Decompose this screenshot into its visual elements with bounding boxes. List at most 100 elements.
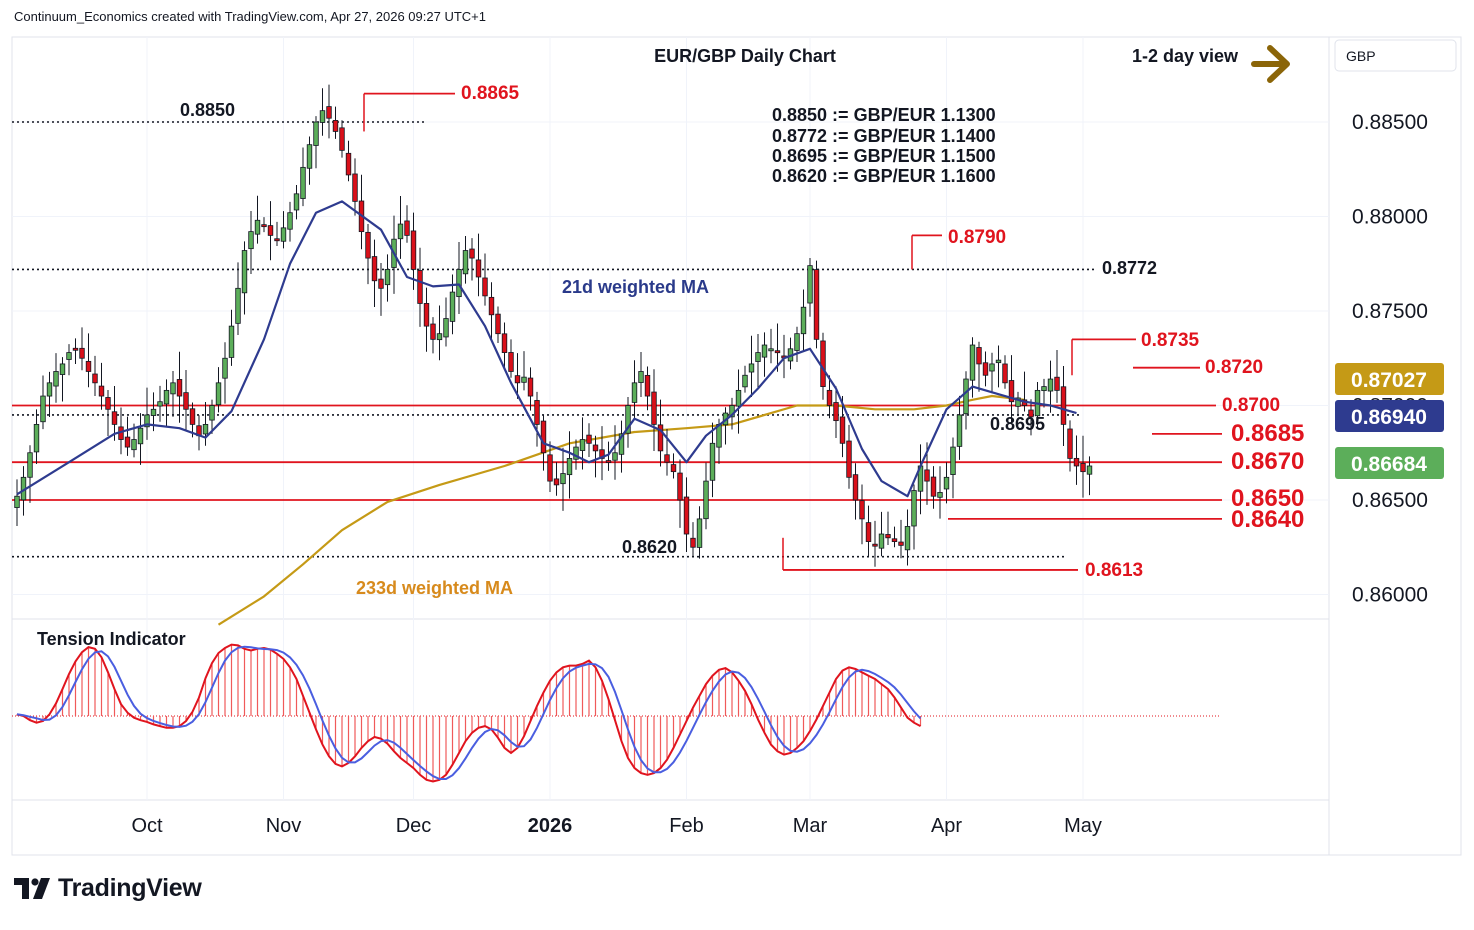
candle-up[interactable] <box>209 399 215 434</box>
candle-up[interactable] <box>703 462 709 530</box>
candle-down[interactable] <box>495 306 501 344</box>
candle-down[interactable] <box>592 435 599 478</box>
candle-down[interactable] <box>501 322 508 368</box>
candle-down[interactable] <box>72 338 79 364</box>
candle-down[interactable] <box>865 505 872 557</box>
candle-down[interactable] <box>475 233 482 297</box>
candle-down[interactable] <box>677 459 683 528</box>
candle-up[interactable] <box>943 462 950 504</box>
candle-up[interactable] <box>215 367 222 413</box>
candle-down[interactable] <box>813 260 820 349</box>
candle-up[interactable] <box>742 365 748 393</box>
candle-up[interactable] <box>449 274 456 335</box>
candle-up[interactable] <box>248 210 254 275</box>
candle-down[interactable] <box>514 353 521 399</box>
candle-down[interactable] <box>189 402 196 438</box>
candle-down[interactable] <box>846 424 852 489</box>
candle-down[interactable] <box>371 239 378 307</box>
candle-down[interactable] <box>657 399 664 467</box>
candle-down[interactable] <box>1002 355 1008 389</box>
candle-down[interactable] <box>898 519 904 559</box>
candle-up[interactable] <box>794 326 800 362</box>
candle-down[interactable] <box>1021 371 1028 412</box>
candle-down[interactable] <box>345 140 352 182</box>
candle-down[interactable] <box>1054 350 1060 403</box>
candle-down[interactable] <box>378 263 384 316</box>
candle-down[interactable] <box>1028 399 1034 436</box>
candle-up[interactable] <box>46 371 53 417</box>
candle-up[interactable] <box>807 257 813 317</box>
candle-down[interactable] <box>274 221 280 247</box>
candle-up[interactable] <box>170 371 176 417</box>
candle-up[interactable] <box>235 262 241 336</box>
candle-up[interactable] <box>618 420 625 473</box>
candle-up[interactable] <box>579 417 586 470</box>
candle-up[interactable] <box>40 375 46 430</box>
candle-up[interactable] <box>313 116 319 169</box>
candle-down[interactable] <box>404 205 410 243</box>
candle-down[interactable] <box>527 367 534 411</box>
candle-down[interactable] <box>339 120 345 158</box>
candle-down[interactable] <box>124 416 131 456</box>
candle-up[interactable] <box>748 335 755 397</box>
candle-up[interactable] <box>144 387 150 440</box>
candle-down[interactable] <box>872 520 878 567</box>
candle-up[interactable] <box>319 88 326 136</box>
candle-down[interactable] <box>267 201 274 261</box>
candle-down[interactable] <box>469 238 475 281</box>
candle-down[interactable] <box>930 466 937 509</box>
candle-down[interactable] <box>358 174 365 250</box>
candle-up[interactable] <box>566 431 573 499</box>
candle-up[interactable] <box>384 254 391 302</box>
candle-down[interactable] <box>690 522 696 557</box>
candle-up[interactable] <box>787 337 794 370</box>
candle-up[interactable] <box>937 466 943 519</box>
candle-down[interactable] <box>826 375 833 419</box>
candle-down[interactable] <box>781 334 787 379</box>
candle-up[interactable] <box>14 479 20 526</box>
candle-down[interactable] <box>332 106 339 139</box>
candle-up[interactable] <box>306 136 313 185</box>
candle-down[interactable] <box>891 526 898 548</box>
candle-up[interactable] <box>911 484 917 550</box>
candle-down[interactable] <box>417 247 423 327</box>
candle-down[interactable] <box>98 362 105 410</box>
candle-up[interactable] <box>254 195 261 244</box>
candle-up[interactable] <box>300 147 306 207</box>
candle-down[interactable] <box>553 462 560 496</box>
candle-up[interactable] <box>560 447 566 511</box>
candle-up[interactable] <box>995 345 1002 388</box>
candle-down[interactable] <box>670 453 677 479</box>
candle-up[interactable] <box>202 402 209 446</box>
candle-down[interactable] <box>547 441 553 493</box>
candle-down[interactable] <box>1060 365 1067 447</box>
candle-up[interactable] <box>638 351 644 397</box>
candle-up[interactable] <box>33 409 40 465</box>
candle-up[interactable] <box>157 385 163 422</box>
candle-down[interactable] <box>1067 420 1073 472</box>
candle-down[interactable] <box>326 84 332 139</box>
candle-up[interactable] <box>287 201 293 242</box>
candle-up[interactable] <box>917 444 924 515</box>
candle-down[interactable] <box>605 441 612 471</box>
candle-down[interactable] <box>105 389 111 436</box>
candle-down[interactable] <box>1073 435 1080 485</box>
candle-down[interactable] <box>482 253 488 306</box>
candle-down[interactable] <box>651 369 657 452</box>
candle-up[interactable] <box>1047 360 1054 413</box>
candle-up[interactable] <box>1086 456 1093 496</box>
candle-up[interactable] <box>631 360 638 421</box>
candles-layer[interactable] <box>14 84 1093 567</box>
candle-up[interactable] <box>878 511 885 557</box>
candle-down[interactable] <box>92 355 98 396</box>
candle-down[interactable] <box>1008 355 1015 423</box>
candle-down[interactable] <box>410 212 417 290</box>
candle-up[interactable] <box>612 425 618 480</box>
candle-down[interactable] <box>261 217 267 233</box>
candle-up[interactable] <box>800 289 807 352</box>
candle-down[interactable] <box>976 341 982 392</box>
candle-down[interactable] <box>982 351 989 387</box>
candle-down[interactable] <box>365 223 371 285</box>
candle-up[interactable] <box>66 344 72 376</box>
candle-down[interactable] <box>430 317 436 354</box>
